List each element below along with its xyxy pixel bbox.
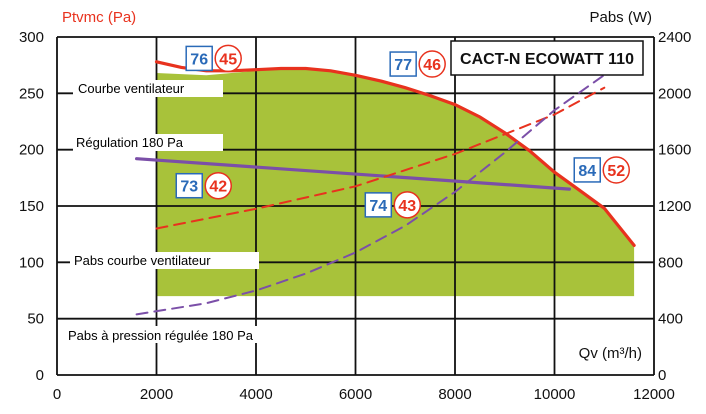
y2-tick-label: 1600 (658, 142, 691, 159)
badge-red-value: 42 (209, 179, 227, 196)
series-line-0 (154, 60, 636, 247)
x-axis-title: Qv (m³/h) (579, 345, 642, 362)
pabs-fan-label: Pabs courbe ventilateur (74, 253, 211, 268)
operating-area (156, 68, 635, 297)
axis-layer: 0 2000 4000 6000 8000 10000 120000501001502002… (19, 29, 691, 403)
chart-title: CACT-N ECOWATT 110 (460, 51, 634, 68)
left-axis-title: Ptvmc (Pa) (62, 9, 136, 26)
y2-tick-label: 1200 (658, 198, 691, 215)
badge-red-circle (204, 171, 232, 200)
regulation-label-bg (73, 134, 223, 151)
y-tick-label: 100 (19, 254, 44, 271)
pabs-regulated-label: Pabs à pression régulée 180 Pa (68, 328, 254, 343)
badge-blue-box (389, 51, 417, 77)
regulation-label: Régulation 180 Pa (76, 135, 184, 150)
badge-blue-value: 73 (180, 179, 198, 196)
y-tick-label: 300 (19, 29, 44, 46)
y2-tick-label: 400 (658, 311, 683, 328)
x-tick-label: 8000 (438, 386, 471, 403)
badge-blue-box (185, 45, 213, 72)
x-tick-label: 12000 (633, 386, 675, 403)
y2-tick-label: 800 (658, 254, 683, 271)
operating-area-layer (156, 68, 635, 297)
badge-blue-value: 76 (190, 51, 208, 68)
badge-red-value: 52 (607, 163, 625, 180)
badge-blue-box (364, 192, 393, 218)
y-tick-label: 50 (27, 311, 44, 328)
badge-red-value: 43 (398, 198, 416, 215)
x-tick-label: 2000 (140, 386, 173, 403)
title-box (450, 40, 644, 76)
badge-blue-value: 74 (369, 198, 387, 215)
fan-curve-label: Courbe ventilateur (78, 81, 185, 96)
badge-red-circle (393, 191, 422, 219)
right-axis-title: Pabs (W) (589, 9, 652, 26)
series-line-2 (155, 86, 606, 230)
badge-blue-box (175, 172, 203, 199)
badge-red-value: 46 (423, 57, 441, 74)
y-tick-label: 200 (19, 142, 44, 159)
x-tick-label: 6000 (339, 386, 372, 403)
x-tick-label: 4000 (239, 386, 272, 403)
pabs-fan-label-bg (70, 252, 259, 269)
badge-red-circle (602, 156, 630, 184)
x-tick-label: 10000 (534, 386, 576, 403)
y2-tick-label: 2400 (658, 29, 691, 46)
y-tick-label: 250 (19, 85, 44, 102)
badge-blue-box (573, 157, 601, 183)
y2-tick-label: 2000 (658, 85, 691, 102)
badge-blue-value: 84 (578, 163, 596, 180)
y-tick-label: 150 (19, 198, 44, 215)
badge-blue-value: 77 (394, 57, 412, 74)
badge-red-circle (418, 50, 446, 78)
series-layer (135, 60, 636, 316)
series-line-3 (135, 67, 616, 316)
y2-tick-label: 0 (658, 367, 666, 384)
series-line-1 (135, 157, 571, 191)
y-tick-label: 0 (36, 367, 44, 384)
x-tick-label: 0 (53, 386, 61, 403)
fan-curve-label-bg (73, 80, 223, 97)
badge-red-circle (214, 44, 242, 73)
badge-red-value: 45 (219, 51, 237, 68)
badge-layer: 76 45 77 46 73 42 74 43 84 52 (175, 44, 630, 219)
pabs-regulated-label-bg (64, 326, 334, 343)
